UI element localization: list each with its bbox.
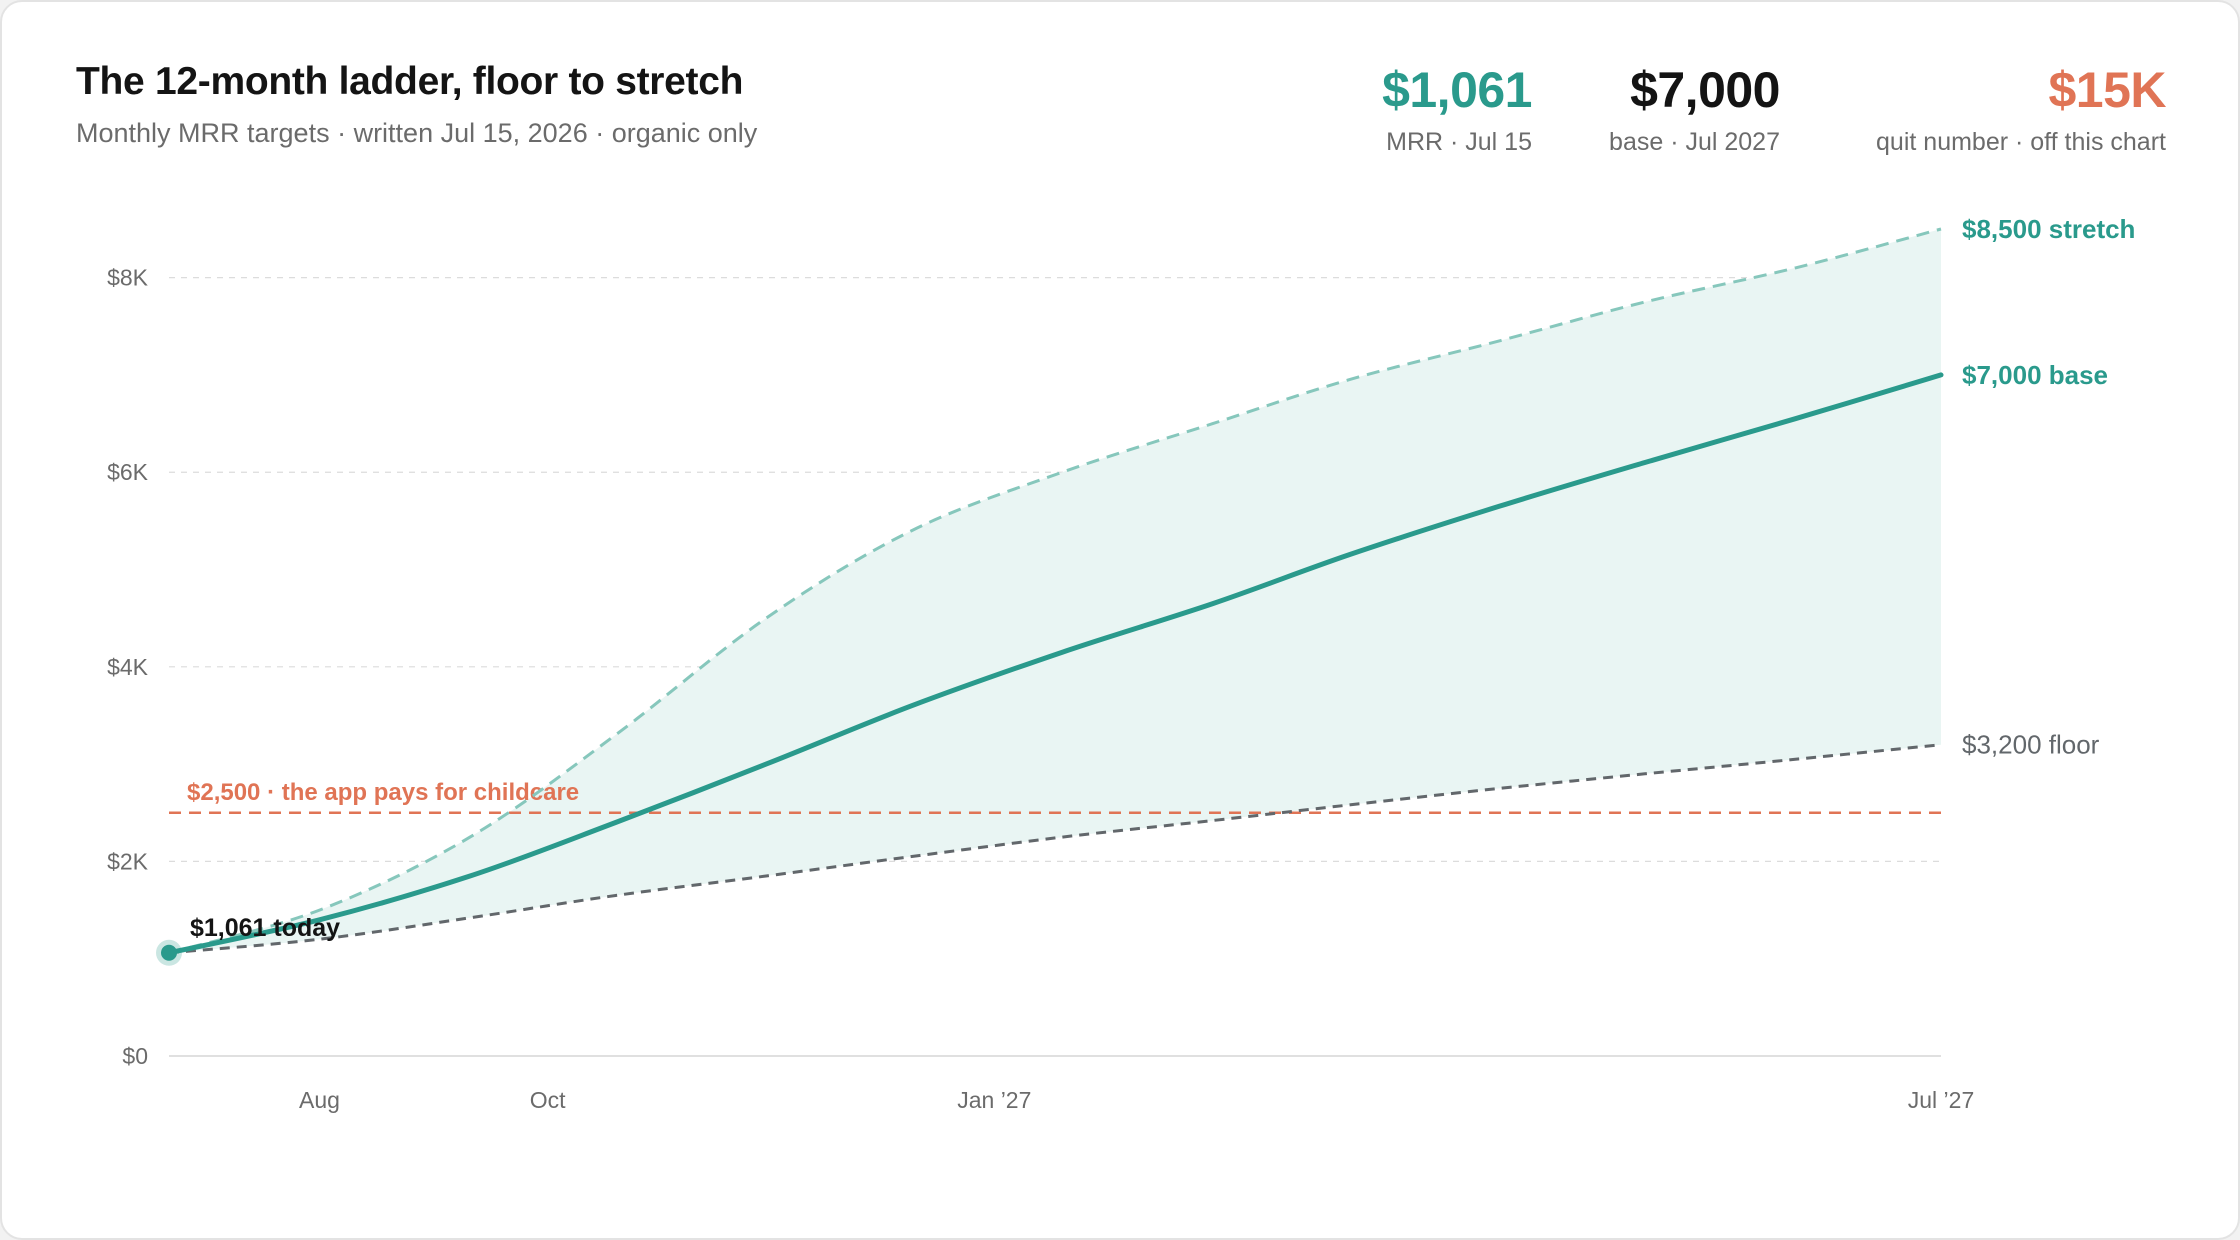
kpi-current-mrr-value: $1,061: [1382, 62, 1532, 118]
chart-subtitle: Monthly MRR targets · written Jul 15, 20…: [76, 118, 758, 148]
kpi-quit-number-label: quit number · off this chart: [1876, 128, 2166, 156]
x-tick-label: Oct: [530, 1087, 566, 1113]
kpi-quit-number-value: $15K: [2048, 62, 2166, 118]
base-series-line: [166, 372, 1944, 956]
kpi-base-target: $7,000 base · Jul 2027: [1609, 60, 1780, 157]
base-end-label: $7,000 base: [1962, 360, 2108, 390]
floor-end-label: $3,200 floor: [1962, 730, 2100, 760]
kpi-base-target-label: base · Jul 2027: [1609, 128, 1780, 156]
x-tick-label: Aug: [299, 1087, 340, 1113]
stretch-series-line: [168, 227, 1942, 955]
y-tick-label: $2K: [107, 848, 149, 874]
y-tick-label: $0: [122, 1043, 148, 1069]
kpi-base-target-value: $7,000: [1630, 62, 1780, 118]
y-tick-label: $6K: [107, 459, 149, 485]
kpi-current-mrr: $1,061 MRR · Jul 15: [1382, 60, 1532, 157]
floor-series-line: [168, 743, 1942, 955]
chart-title: The 12-month ladder, floor to stretch: [76, 60, 744, 103]
today-marker: [161, 944, 177, 961]
stretch-end-label: $8,500 stretch: [1962, 214, 2135, 244]
today-annotation-label: $1,061 today: [190, 914, 340, 942]
childcare-threshold-label: $2,500 · the app pays for childcare: [187, 779, 579, 806]
kpi-quit-number: $15K quit number · off this chart: [1876, 60, 2166, 157]
y-tick-label: $8K: [107, 265, 149, 291]
x-tick-label: Jan ’27: [957, 1087, 1031, 1113]
stretch-floor-band: [169, 229, 1941, 953]
kpi-current-mrr-label: MRR · Jul 15: [1386, 128, 1532, 156]
x-tick-label: Jul ’27: [1908, 1087, 1974, 1113]
y-tick-label: $4K: [107, 654, 149, 680]
